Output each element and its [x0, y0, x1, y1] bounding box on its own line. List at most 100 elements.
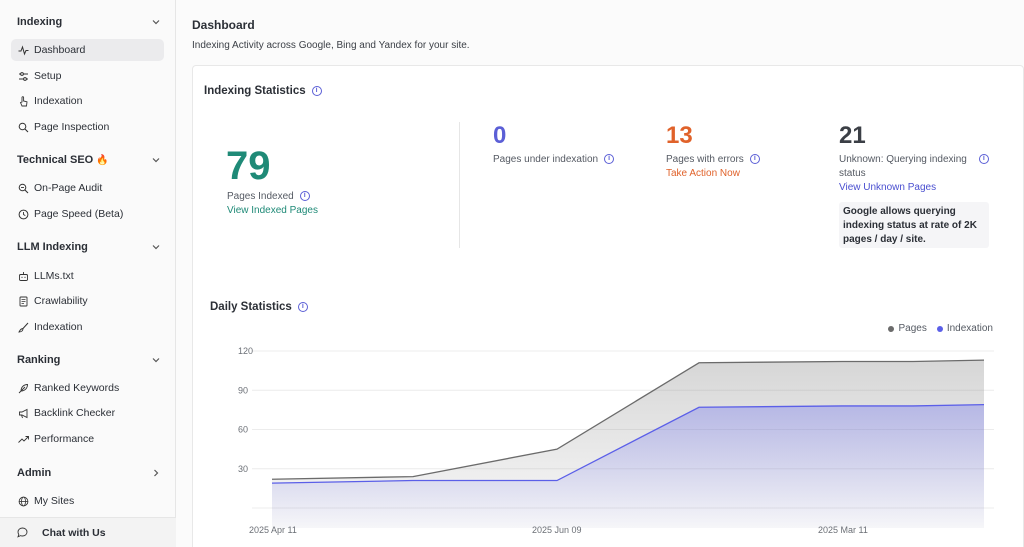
section-technical-seo-header[interactable]: Technical SEO 🔥 — [17, 151, 162, 169]
legend-label: Indexation — [946, 323, 993, 334]
pages-with-errors-label: Pages with errors i — [666, 153, 760, 167]
legend-item-indexation[interactable]: Indexation — [936, 323, 993, 334]
search-audit-icon — [18, 183, 29, 194]
sidebar-item-performance[interactable]: Performance — [11, 428, 164, 450]
sidebar-item-label: Backlink Checker — [34, 407, 116, 419]
sidebar-item-label: Indexation — [34, 321, 83, 333]
chevron-down-icon — [150, 16, 162, 28]
unknown-status-label-line1: Unknown: Querying indexing — [839, 154, 967, 165]
series-line-indexation[interactable] — [271, 403, 985, 484]
fire-icon: 🔥 — [96, 155, 109, 166]
page-title: Dashboard — [192, 18, 255, 32]
search-icon — [18, 122, 29, 133]
pages-under-indexation-value: 0 — [493, 122, 507, 149]
sidebar-item-label: Ranked Keywords — [34, 382, 120, 394]
activity-icon — [18, 44, 29, 56]
y-tick-label: 120 — [238, 346, 253, 356]
info-icon[interactable]: i — [604, 154, 615, 165]
section-title: Ranking — [17, 354, 61, 366]
sidebar-item-llm-indexation[interactable]: Indexation — [11, 316, 164, 338]
sidebar-item-label: Page Speed (Beta) — [34, 208, 124, 220]
section-title: Admin — [17, 467, 52, 479]
chat-button[interactable]: Chat with Us — [0, 517, 176, 547]
brush-icon — [18, 322, 29, 333]
sidebar-item-label: Dashboard — [34, 44, 86, 56]
legend-item-pages[interactable]: Pages — [888, 323, 927, 334]
sidebar-item-label: Setup — [34, 70, 62, 82]
indexing-statistics-title: Indexing Statistics i — [204, 85, 322, 97]
info-icon[interactable]: i — [297, 301, 308, 312]
pages-under-indexation-label: Pages under indexation i — [493, 153, 615, 167]
sidebar-item-label: Crawlability — [34, 295, 88, 307]
pages-under-indexation-label-text: Pages under indexation — [493, 154, 599, 165]
x-tick-label: 2025 Mar 11 — [818, 525, 868, 535]
pages-with-errors-value: 13 — [666, 122, 693, 149]
sidebar-item-dashboard[interactable]: Dashboard — [11, 39, 164, 61]
pages-indexed-label-text: Pages Indexed — [227, 191, 294, 202]
sidebar-item-on-page-audit[interactable]: On-Page Audit — [11, 177, 164, 199]
sidebar-item-my-sites[interactable]: My Sites — [11, 490, 164, 512]
sidebar-item-setup[interactable]: Setup — [11, 65, 164, 87]
sidebar-item-crawlability[interactable]: Crawlability — [11, 290, 164, 312]
x-tick-label: 2025 Jun 09 — [532, 525, 582, 535]
y-tick-label: 90 — [238, 385, 248, 395]
indexing-statistics-title-text: Indexing Statistics — [204, 85, 306, 97]
view-indexed-pages-link[interactable]: View Indexed Pages — [227, 205, 318, 216]
section-llm-indexing-header[interactable]: LLM Indexing — [17, 238, 162, 256]
clock-icon — [18, 209, 29, 220]
info-icon[interactable]: i — [978, 154, 989, 165]
pages-indexed-label: Pages Indexed i — [227, 190, 310, 204]
section-title-text: Technical SEO — [17, 154, 94, 166]
main-content: Dashboard Indexing Activity across Googl… — [176, 0, 1024, 547]
section-title: Indexing — [17, 16, 63, 28]
feather-icon — [18, 383, 29, 394]
view-unknown-pages-link[interactable]: View Unknown Pages — [839, 182, 937, 193]
sidebar-item-page-inspection[interactable]: Page Inspection — [11, 116, 164, 138]
sidebar-item-ranked-keywords[interactable]: Ranked Keywords — [11, 377, 164, 399]
megaphone-icon — [18, 408, 29, 419]
section-title: Technical SEO 🔥 — [17, 154, 109, 166]
chat-label: Chat with Us — [42, 526, 106, 539]
legend-label: Pages — [898, 323, 927, 334]
chevron-down-icon — [150, 241, 162, 253]
sidebar: Indexing Dashboard Setup Indexation Page… — [0, 0, 176, 547]
document-icon — [18, 296, 29, 307]
globe-icon — [18, 496, 29, 507]
stats-divider — [459, 122, 460, 248]
y-tick-label: 60 — [238, 425, 248, 435]
section-title: LLM Indexing — [17, 241, 88, 253]
sidebar-item-indexation[interactable]: Indexation — [11, 90, 164, 112]
section-indexing-header[interactable]: Indexing — [17, 13, 162, 31]
info-icon[interactable]: i — [749, 154, 760, 165]
sidebar-item-label: Performance — [34, 433, 95, 445]
info-icon[interactable]: i — [299, 191, 310, 202]
legend-dot — [936, 325, 943, 332]
daily-statistics-title-text: Daily Statistics — [210, 301, 292, 313]
sidebar-item-backlink-checker[interactable]: Backlink Checker — [11, 402, 164, 424]
chart-legend: Pages Indexation — [888, 323, 993, 334]
series-line-pages[interactable] — [271, 359, 985, 480]
chat-bubble-icon — [17, 527, 28, 538]
sidebar-item-page-speed[interactable]: Page Speed (Beta) — [11, 203, 164, 225]
section-ranking-header[interactable]: Ranking — [17, 351, 162, 369]
unknown-status-value: 21 — [839, 122, 866, 149]
note-line: indexing status at rate of 2K — [843, 220, 977, 231]
section-admin-header[interactable]: Admin — [17, 464, 162, 482]
trend-up-icon — [18, 434, 29, 445]
take-action-now-link[interactable]: Take Action Now — [666, 168, 740, 179]
chevron-down-icon — [150, 354, 162, 366]
series-area-indexation — [272, 404, 984, 528]
y-tick-label: 30 — [238, 464, 248, 474]
page-subtitle: Indexing Activity across Google, Bing an… — [192, 40, 470, 51]
daily-statistics-chart: 30 60 90 120 2025 Apr 11 2025 Jun 09 2025 Mar … — [238, 346, 994, 535]
rate-limit-note: Google allows querying indexing status a… — [839, 202, 989, 248]
sidebar-item-llms-txt[interactable]: LLMs.txt — [11, 265, 164, 287]
pages-with-errors-label-text: Pages with errors — [666, 154, 744, 165]
legend-dot — [888, 325, 895, 332]
unknown-status-label: Unknown: Querying indexing i status — [839, 153, 989, 181]
note-line: Google allows querying — [843, 206, 956, 217]
bot-icon — [18, 271, 29, 282]
note-line: pages / day / site. — [843, 234, 926, 245]
indexing-card: Indexing Statistics i 79 Pages Indexed i V… — [192, 65, 1024, 547]
info-icon[interactable]: i — [311, 85, 322, 96]
